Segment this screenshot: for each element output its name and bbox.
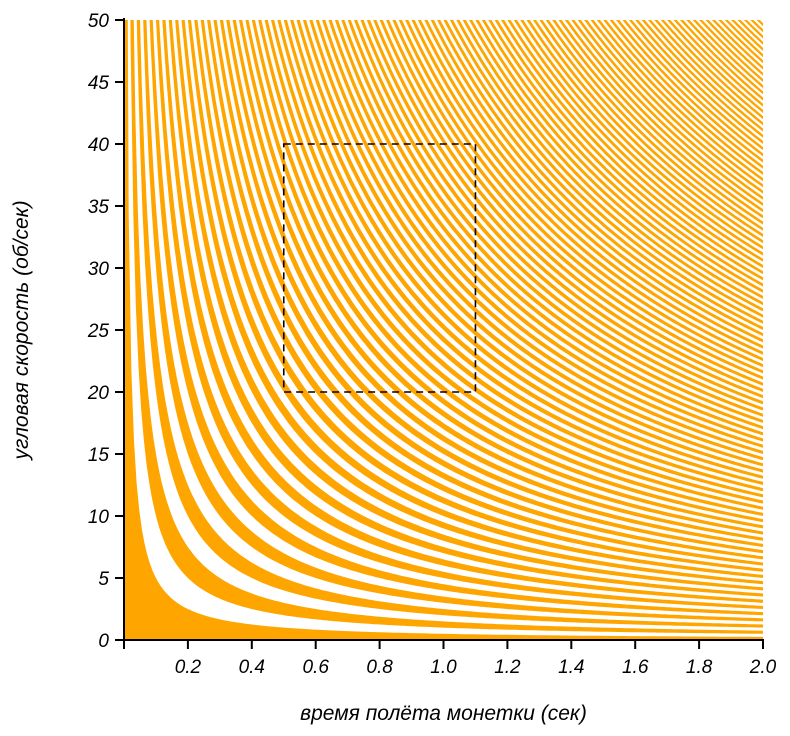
x-axis-ticks: 0.2 0.4 0.6 0.8 1.0 1.2 1.4 1.6 1.8 2.0	[123, 640, 777, 678]
x-tick-label: 1.8	[686, 657, 713, 678]
band-79	[628, 20, 763, 151]
x-tick-label: 1.6	[622, 657, 649, 678]
band-95	[731, 20, 763, 51]
band-100	[523, 0, 763, 20]
band-93	[718, 20, 763, 64]
x-axis-title: время полёта монетки (сек)	[300, 702, 587, 725]
band-24	[277, 20, 763, 492]
y-tick-label: 45	[88, 73, 110, 94]
x-tick-label: 0.4	[239, 657, 265, 678]
band-80	[635, 20, 763, 144]
band-96	[737, 20, 763, 45]
band-1	[130, 20, 763, 634]
x-tick-label: 0.8	[366, 657, 393, 678]
y-axis-ticks: 0 5 10 15 20 25 30 35 40 45 50	[87, 11, 124, 652]
band-layer	[124, 0, 763, 640]
band-92	[711, 20, 763, 70]
band-88	[686, 20, 763, 95]
x-tick-label: 0.6	[302, 657, 329, 678]
x-tick-label: 2.0	[749, 657, 777, 678]
y-tick-label: 35	[88, 197, 110, 218]
band-82	[648, 20, 763, 132]
band-94	[724, 20, 763, 58]
y-tick-label: 50	[88, 11, 110, 32]
band-98	[750, 20, 763, 33]
y-tick-label: 30	[88, 259, 110, 280]
band-11	[194, 20, 763, 572]
band-86	[673, 20, 763, 107]
band-77	[616, 20, 763, 163]
band-84	[660, 20, 763, 120]
y-tick-label: 0	[98, 631, 109, 652]
y-tick-label: 20	[87, 383, 110, 404]
band-97	[743, 20, 763, 39]
band-89	[692, 20, 763, 89]
band-90	[699, 20, 763, 82]
band-83	[654, 20, 763, 126]
y-tick-label: 5	[98, 569, 109, 590]
band-91	[705, 20, 763, 76]
y-tick-label: 15	[88, 445, 110, 466]
x-tick-label: 1.2	[494, 657, 521, 678]
band-25	[283, 20, 763, 485]
band-78	[622, 20, 763, 157]
x-tick-label: 1.4	[558, 657, 584, 678]
y-tick-label: 25	[87, 321, 110, 342]
x-tick-label: 1.0	[430, 657, 457, 678]
band-101	[527, 0, 763, 14]
highlight-box	[282, 143, 477, 393]
y-tick-label: 10	[88, 507, 110, 528]
y-axis-title: угловая скорость (об/сек)	[10, 200, 33, 461]
band-85	[667, 20, 763, 113]
band-87	[679, 20, 763, 101]
y-tick-label: 40	[88, 135, 110, 156]
band-99	[756, 20, 763, 27]
x-tick-label: 0.2	[175, 657, 202, 678]
band-81	[641, 20, 763, 138]
